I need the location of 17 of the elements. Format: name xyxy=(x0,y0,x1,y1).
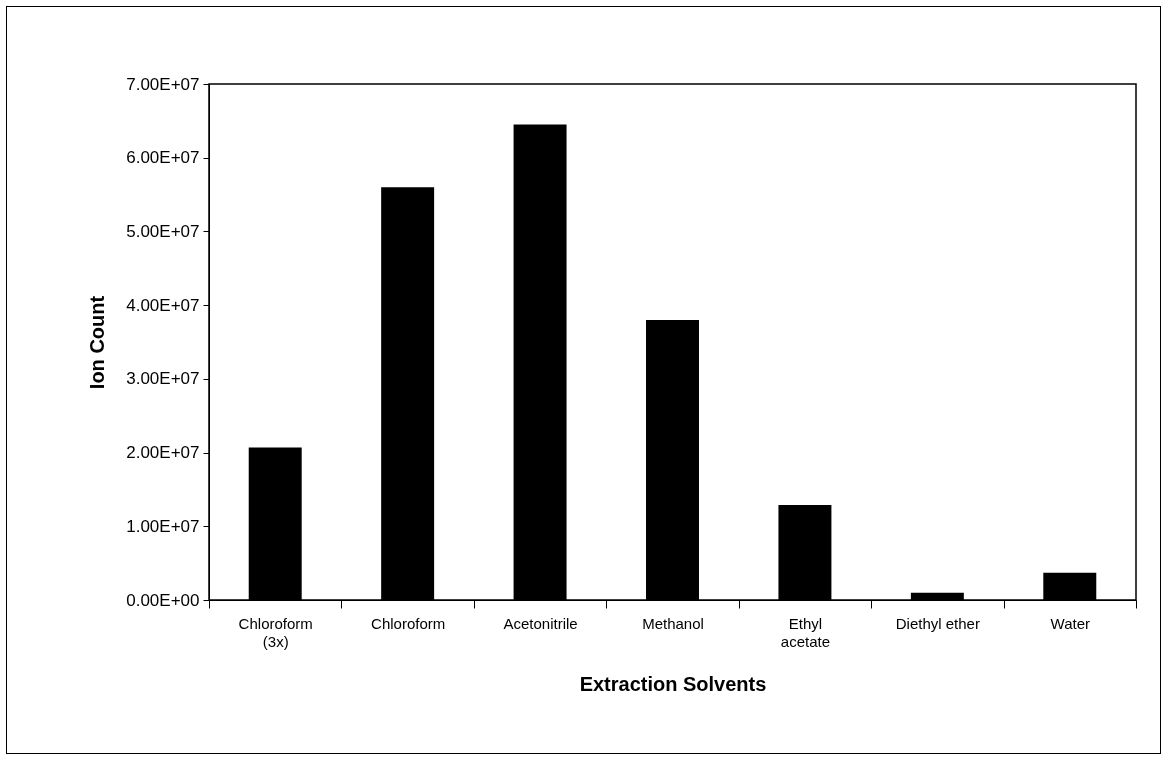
x-tick-label: Chloroform (3x) xyxy=(238,614,313,650)
x-tick-label: Water xyxy=(1050,614,1091,632)
x-tick-label: Ethyl acetate xyxy=(780,614,831,650)
x-tick-label: Diethyl ether xyxy=(895,614,980,632)
y-axis-title: Ion Count xyxy=(86,295,109,390)
y-tick-label: 4.00E+07 xyxy=(126,295,200,315)
x-tick-label: Acetonitrile xyxy=(503,614,578,632)
y-tick-label: 6.00E+07 xyxy=(126,148,200,168)
y-tick-label: 7.00E+07 xyxy=(126,74,200,94)
x-tick-label: Chloroform xyxy=(371,614,446,632)
y-tick-label: 5.00E+07 xyxy=(126,221,200,241)
x-tick-label: Methanol xyxy=(642,614,704,632)
y-tick-label: 1.00E+07 xyxy=(126,516,200,536)
y-tick-label: 0.00E+00 xyxy=(126,590,200,610)
y-tick-label: 2.00E+07 xyxy=(126,443,200,463)
y-tick-label: 3.00E+07 xyxy=(126,369,200,389)
x-axis-title: Extraction Solvents xyxy=(579,672,767,695)
